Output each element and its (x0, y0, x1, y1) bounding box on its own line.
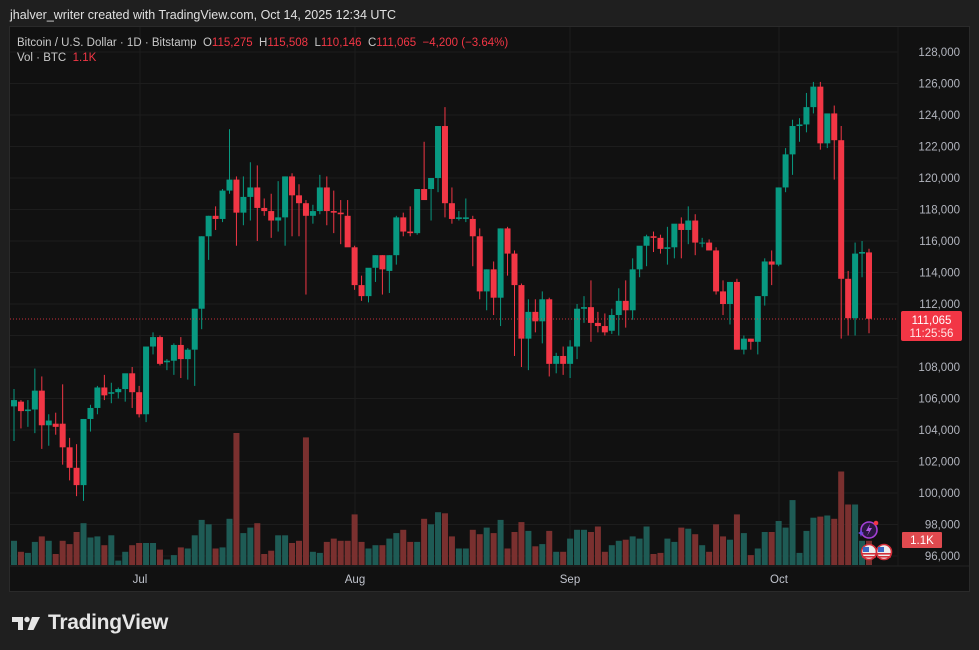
price-tick: 128,000 (918, 47, 960, 59)
ohlc-row: Bitcoin / U.S. Dollar · 1D · Bitstamp O1… (17, 36, 508, 51)
volume-row: Vol · BTC 1.1K (17, 51, 508, 66)
us-flag-event-icon-2[interactable] (875, 543, 893, 561)
tradingview-logo-icon (12, 616, 40, 630)
volume-label[interactable]: Vol · BTC (17, 52, 67, 64)
volume-bars (11, 433, 872, 565)
volume-value: 1.1K (72, 52, 97, 64)
last-price-tag: 111,065 11:25:56 (901, 311, 962, 341)
time-tick: Aug (345, 574, 365, 586)
price-tick: 106,000 (918, 394, 960, 406)
price-tick: 102,000 (918, 457, 960, 469)
close-value: 111,065 (376, 37, 417, 49)
price-tick: 104,000 (918, 425, 960, 437)
price-tick: 112,000 (919, 299, 960, 311)
price-tick: 126,000 (918, 79, 960, 91)
price-tick: 116,000 (919, 236, 960, 248)
close-label: C (367, 37, 377, 49)
tradingview-brand: TradingView (48, 611, 169, 634)
price-tick: 96,000 (925, 551, 960, 563)
time-tick: Jul (133, 574, 148, 586)
last-price-value: 111,065 (912, 315, 952, 327)
price-tick: 122,000 (918, 142, 960, 154)
price-tick: 124,000 (918, 110, 960, 122)
high-value: 115,508 (267, 37, 309, 49)
volume-tag: 1.1K (902, 532, 942, 548)
price-axis[interactable]: 128,000 126,000 124,000 122,000 120,000 118,0… (918, 47, 960, 563)
price-tick: 108,000 (918, 362, 960, 374)
time-tick: Sep (560, 574, 580, 586)
high-label: H (259, 37, 268, 49)
price-candles (11, 81, 872, 501)
volume-tag-value: 1.1K (910, 535, 934, 547)
price-tick: 118,000 (919, 205, 960, 217)
price-tick: 120,000 (918, 173, 960, 185)
tradingview-logo[interactable]: TradingView (12, 611, 168, 635)
time-axis[interactable]: Jul Aug Sep Oct (133, 574, 789, 586)
symbol-title[interactable]: Bitcoin / U.S. Dollar · 1D · Bitstamp (17, 37, 197, 49)
change-value: −4,200 (−3.64%) (422, 37, 509, 49)
us-flag-event-icon[interactable] (860, 543, 878, 561)
low-label: L (314, 37, 321, 49)
price-tick: 114,000 (919, 268, 960, 280)
bar-countdown: 11:25:56 (910, 328, 954, 340)
events-icons[interactable] (858, 520, 893, 561)
low-value: 110,146 (320, 37, 362, 49)
chart-legend: Bitcoin / U.S. Dollar · 1D · Bitstamp O1… (17, 36, 508, 66)
grid-lines (10, 27, 969, 567)
price-tick: 100,000 (918, 488, 960, 500)
open-value: 115,275 (211, 37, 253, 49)
chart-credit: jhalver_writer created with TradingView.… (10, 8, 397, 22)
open-label: O (202, 37, 212, 49)
lightning-event-icon[interactable] (858, 520, 879, 539)
time-tick: Oct (770, 574, 789, 586)
chart-panel[interactable] (9, 26, 970, 592)
price-tick: 98,000 (925, 520, 960, 532)
